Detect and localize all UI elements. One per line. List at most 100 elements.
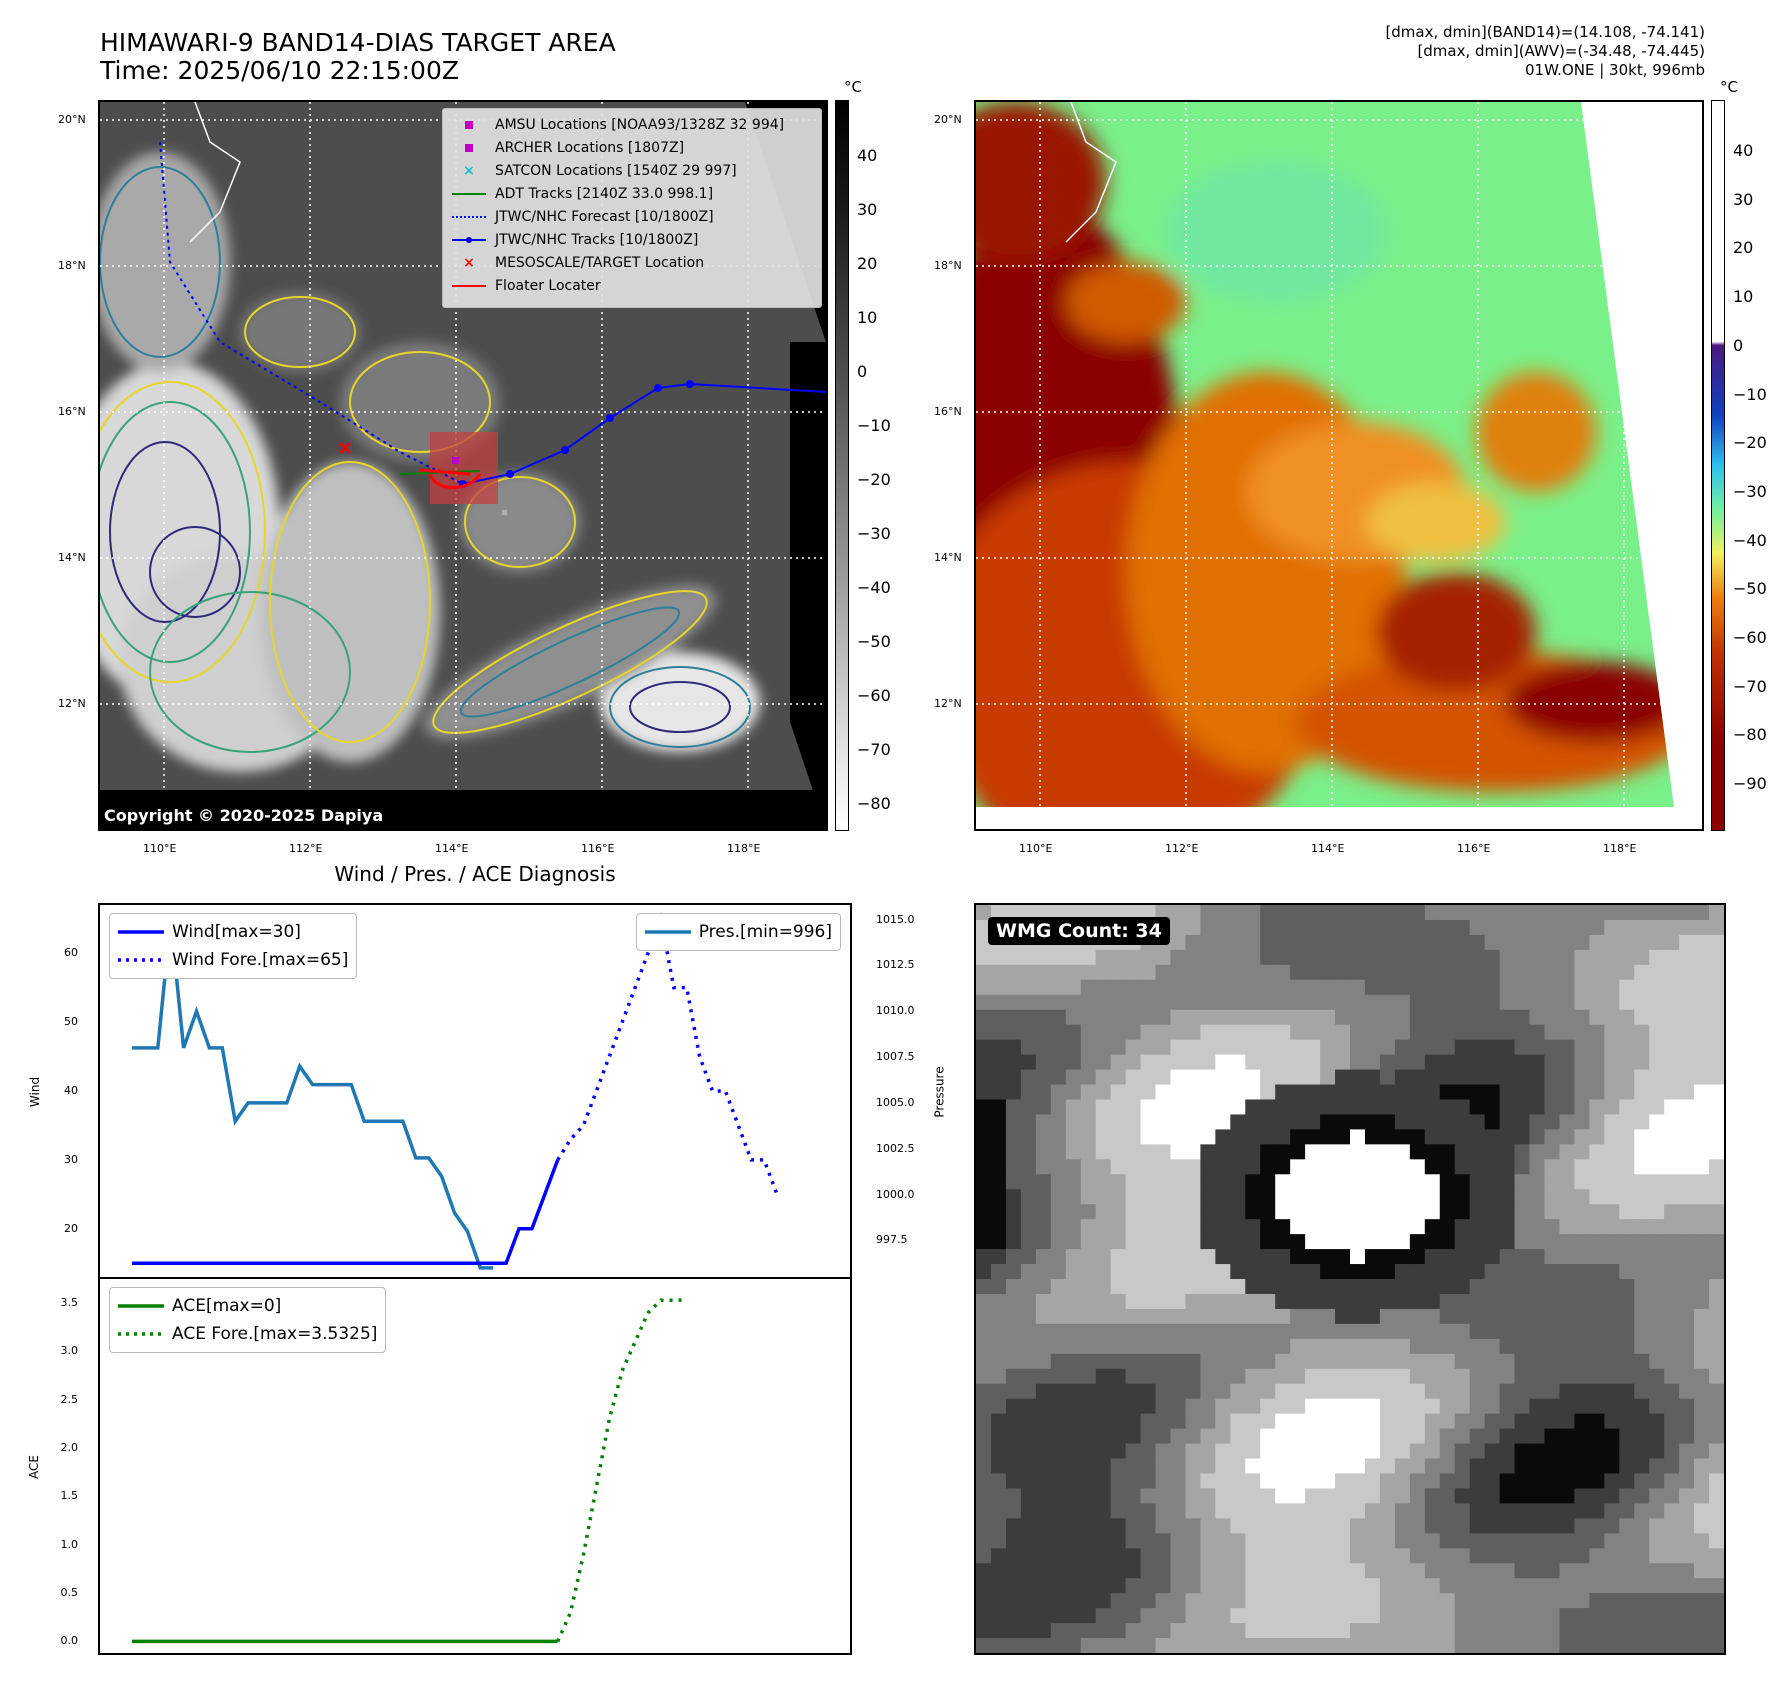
- jtwc-forecast: [159, 141, 464, 485]
- lat-label: 14°N: [934, 551, 962, 564]
- legend-label: ADT Tracks [2140Z 33.0 998.1]: [495, 185, 714, 202]
- axis-tick-label: 1005.0: [876, 1095, 915, 1109]
- legend-label: JTWC/NHC Tracks [10/1800Z]: [495, 231, 699, 248]
- colorbar-tick-label: 20: [1733, 238, 1754, 258]
- legend-label: MESOSCALE/TARGET Location: [495, 254, 705, 271]
- colorbar-tick-label: −40: [1733, 530, 1767, 550]
- lat-label: 12°N: [934, 697, 962, 710]
- legend-label: ACE[max=0]: [172, 1296, 282, 1316]
- legend-label: AMSU Locations [NOAA93/1328Z 32 994]: [495, 116, 785, 133]
- lon-label: 112°E: [289, 842, 323, 855]
- axis-tick-label: 1007.5: [876, 1050, 915, 1064]
- wind-pressure-plot: Wind[max=30] Wind Fore.[max=65] Pres.[mi…: [98, 903, 852, 1279]
- axis-tick-label: 1012.5: [876, 958, 915, 972]
- colorbar-tick-label: 0: [857, 362, 868, 381]
- axis-tick-label: 3.5: [60, 1296, 79, 1310]
- legend-label: ARCHER Locations [1807Z]: [495, 139, 685, 156]
- colorbar-tick-label: −60: [857, 686, 891, 705]
- solid-line-icon: [118, 1304, 164, 1308]
- awv-colorbar-unit: °C: [1720, 78, 1738, 96]
- wmg-pixels: [976, 905, 1724, 1653]
- legend-jtwc-forecast: JTWC/NHC Forecast [10/1800Z]: [449, 205, 815, 228]
- axis-tick-label: 30: [64, 1152, 78, 1166]
- copyright-text: Copyright © 2020-2025 Dapiya: [104, 806, 384, 825]
- legend-ace-fore: ACE Fore.[max=3.5325]: [118, 1320, 377, 1348]
- lon-label: 110°E: [143, 842, 177, 855]
- ace-plot: ACE[max=0] ACE Fore.[max=3.5325]: [98, 1277, 852, 1655]
- legend-floater: Floater Locater: [449, 274, 815, 297]
- wmg-count-badge: WMG Count: 34: [988, 917, 1170, 945]
- legend-label: Wind[max=30]: [172, 922, 301, 942]
- wind-legend: Wind[max=30] Wind Fore.[max=65]: [109, 913, 358, 979]
- legend-adt: ADT Tracks [2140Z 33.0 998.1]: [449, 182, 815, 205]
- lat-label: 20°N: [934, 113, 962, 126]
- legend-label: ACE Fore.[max=3.5325]: [172, 1324, 378, 1344]
- colorbar-tick-label: −10: [857, 416, 891, 435]
- legend-target: × MESOSCALE/TARGET Location: [449, 251, 815, 274]
- info-line-1: [dmax, dmin](BAND14)=(14.108, -74.141): [1385, 23, 1705, 41]
- wmg-image: [976, 905, 1724, 1653]
- line-icon: [449, 192, 489, 195]
- axis-tick-label: 2.5: [60, 1392, 79, 1406]
- axis-tick-label: 40: [64, 1084, 78, 1097]
- lon-label: 112°E: [1165, 842, 1199, 855]
- ace-forecast-series-line: [556, 1298, 687, 1643]
- solid-line-icon: [118, 930, 164, 934]
- lat-label: 20°N: [58, 113, 86, 126]
- axis-tick-label: 1000.0: [876, 1187, 915, 1201]
- colorbar-tick-label: 0: [1733, 335, 1744, 355]
- lon-label: 114°E: [435, 842, 469, 855]
- lon-label: 116°E: [581, 842, 615, 855]
- map-gridlines: [976, 102, 1702, 829]
- legend-amsu: AMSU Locations [NOAA93/1328Z 32 994]: [449, 113, 815, 136]
- legend-wind-fore: Wind Fore.[max=65]: [118, 946, 348, 974]
- colorbar-tick-label: −90: [1733, 774, 1767, 794]
- axis-tick-label: 1002.5: [876, 1141, 915, 1155]
- axis-tick-label: 2.0: [60, 1441, 79, 1455]
- target-location-marker: [339, 442, 351, 454]
- dotted-line-icon: [118, 1332, 164, 1336]
- ir-colorbar: [835, 100, 849, 831]
- ace-canvas: [132, 1298, 687, 1644]
- colorbar-tick-label: −80: [1733, 725, 1767, 745]
- axis-tick-label: 1010.0: [876, 1004, 915, 1018]
- floater-locater: [419, 468, 482, 489]
- legend-label: SATCON Locations [1540Z 29 997]: [495, 162, 737, 179]
- legend-ace: ACE[max=0]: [118, 1292, 377, 1320]
- ir-map-panel: Copyright © 2020-2025 Dapiya AMSU Locati…: [98, 100, 828, 831]
- lon-label: 114°E: [1311, 842, 1345, 855]
- diag-title: Wind / Pres. / ACE Diagnosis: [334, 862, 616, 886]
- lat-label: 18°N: [934, 259, 962, 272]
- axis-tick-label: 1015.0: [876, 912, 915, 926]
- colorbar-tick-label: 10: [1733, 287, 1754, 307]
- pressure-legend: Pres.[min=996]: [635, 913, 841, 951]
- colorbar-tick-label: −20: [1733, 433, 1767, 453]
- colorbar-tick-label: −60: [1733, 628, 1767, 647]
- axis-tick-label: 1.5: [60, 1489, 79, 1503]
- square-marker-icon: [449, 120, 489, 129]
- lat-label: 16°N: [58, 405, 86, 418]
- colorbar-tick-label: −30: [857, 524, 891, 543]
- wind-ylabel: Wind: [28, 1076, 43, 1108]
- line-dot-icon: [449, 235, 489, 245]
- colorbar-tick-label: −10: [1733, 384, 1767, 404]
- lon-label: 118°E: [727, 842, 761, 855]
- awv-map-panel: [974, 100, 1704, 831]
- legend-label: Floater Locater: [495, 277, 601, 294]
- legend-wind: Wind[max=30]: [118, 918, 348, 946]
- wind-forecast-series-line: [556, 912, 779, 1195]
- info-line-2: [dmax, dmin](AWV)=(-34.48, -74.445): [1417, 42, 1705, 60]
- ir-colorbar-unit: °C: [844, 78, 862, 96]
- colorbar-tick-label: −30: [1733, 481, 1767, 501]
- axis-tick-label: 20: [64, 1221, 78, 1235]
- axis-tick-label: 997.5: [876, 1233, 908, 1247]
- axis-tick-label: 0.5: [60, 1586, 79, 1600]
- wmg-panel: WMG Count: 34: [974, 903, 1726, 1655]
- ir-legend: AMSU Locations [NOAA93/1328Z 32 994] ARC…: [442, 108, 822, 308]
- chart-time: Time: 2025/06/10 22:15:00Z: [100, 56, 459, 85]
- coastline: [1065, 102, 1117, 243]
- colorbar-tick-label: 20: [857, 254, 878, 273]
- lat-label: 16°N: [934, 405, 962, 418]
- colorbar-tick-label: −70: [1733, 676, 1767, 696]
- pressure-series-line: [132, 919, 494, 1270]
